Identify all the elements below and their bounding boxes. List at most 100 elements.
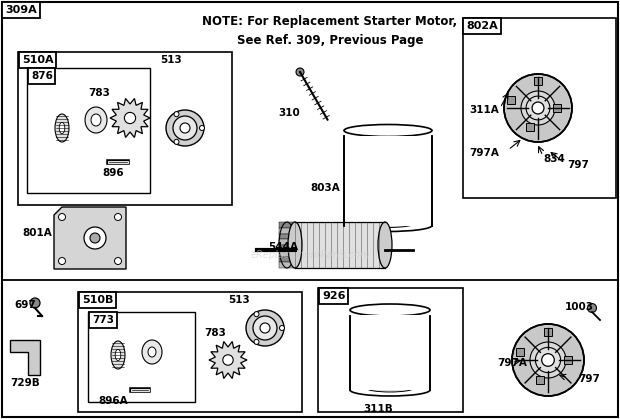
Ellipse shape [254, 312, 259, 317]
Text: 309A: 309A [5, 5, 37, 15]
Ellipse shape [280, 326, 285, 331]
Text: 311B: 311B [363, 404, 392, 414]
Ellipse shape [174, 140, 179, 145]
Ellipse shape [59, 122, 65, 134]
Ellipse shape [344, 124, 432, 137]
Ellipse shape [530, 342, 566, 378]
Ellipse shape [532, 102, 544, 114]
Bar [318, 288, 463, 412]
Text: 544A: 544A [268, 242, 298, 252]
Text: 783: 783 [88, 88, 110, 98]
Ellipse shape [246, 310, 284, 346]
Text: 797A: 797A [469, 148, 499, 158]
Polygon shape [54, 207, 126, 269]
Bar [345, 135, 431, 225]
Ellipse shape [125, 112, 136, 124]
Polygon shape [110, 98, 150, 137]
Ellipse shape [115, 214, 122, 220]
Bar [279, 222, 295, 228]
Text: 513: 513 [160, 55, 182, 65]
Ellipse shape [288, 222, 302, 268]
Bar [279, 245, 295, 251]
Ellipse shape [111, 341, 125, 369]
Ellipse shape [115, 349, 121, 361]
Ellipse shape [148, 347, 156, 357]
Ellipse shape [55, 114, 69, 142]
Ellipse shape [350, 384, 430, 396]
Ellipse shape [84, 227, 106, 249]
Ellipse shape [378, 222, 392, 268]
Bar [463, 18, 616, 198]
Bar [18, 52, 232, 205]
Text: 697: 697 [14, 300, 36, 310]
Text: 797: 797 [567, 160, 589, 170]
Bar [88, 312, 195, 402]
Ellipse shape [166, 110, 204, 146]
Ellipse shape [58, 258, 66, 264]
Bar [279, 228, 295, 233]
Text: 803A: 803A [310, 183, 340, 193]
Text: eReplacementParts.com: eReplacementParts.com [250, 250, 370, 260]
Text: 783: 783 [204, 328, 226, 338]
Bar [27, 68, 150, 193]
Ellipse shape [91, 114, 101, 126]
Bar [279, 256, 295, 262]
Ellipse shape [254, 339, 259, 344]
Text: 510A: 510A [22, 55, 53, 65]
Ellipse shape [521, 91, 555, 125]
Ellipse shape [142, 340, 162, 364]
Ellipse shape [361, 220, 414, 228]
Bar [526, 123, 534, 131]
Ellipse shape [512, 324, 584, 396]
Text: 876: 876 [31, 71, 53, 81]
Text: 896: 896 [102, 168, 123, 178]
Ellipse shape [542, 354, 554, 366]
Text: 801A: 801A [22, 228, 51, 238]
Ellipse shape [223, 355, 233, 365]
Bar [279, 239, 295, 245]
Bar [552, 104, 560, 112]
Text: 896A: 896A [98, 396, 128, 406]
Bar [78, 292, 302, 412]
Ellipse shape [344, 220, 432, 232]
Polygon shape [10, 340, 40, 375]
Ellipse shape [173, 116, 197, 140]
Bar [516, 348, 524, 356]
Ellipse shape [90, 233, 100, 243]
Ellipse shape [536, 347, 560, 372]
Text: 834: 834 [543, 154, 565, 164]
Ellipse shape [174, 111, 179, 116]
Text: 802A: 802A [466, 21, 498, 31]
Text: 797: 797 [578, 374, 600, 384]
Bar [351, 315, 429, 390]
Ellipse shape [200, 126, 205, 130]
Ellipse shape [588, 303, 596, 313]
Ellipse shape [58, 214, 66, 220]
Bar [279, 262, 295, 268]
Ellipse shape [366, 384, 414, 392]
Text: 310: 310 [278, 108, 299, 118]
Ellipse shape [260, 323, 270, 333]
Text: 797A: 797A [497, 358, 527, 368]
Ellipse shape [180, 123, 190, 133]
Bar [544, 328, 552, 336]
Bar [534, 77, 542, 85]
Bar [536, 376, 544, 384]
Bar [564, 356, 572, 364]
Text: 729B: 729B [10, 378, 40, 388]
Text: 510B: 510B [82, 295, 113, 305]
Ellipse shape [253, 316, 277, 340]
Bar [295, 222, 385, 268]
Ellipse shape [504, 74, 572, 142]
Ellipse shape [30, 298, 40, 308]
Text: 926: 926 [322, 291, 345, 301]
Ellipse shape [526, 96, 550, 120]
Text: 513: 513 [228, 295, 250, 305]
Bar [279, 251, 295, 256]
Ellipse shape [296, 68, 304, 76]
Text: NOTE: For Replacement Starter Motor,
See Ref. 309, Previous Page: NOTE: For Replacement Starter Motor, See… [203, 15, 458, 47]
Text: 773: 773 [92, 315, 114, 325]
Text: 311A: 311A [469, 105, 498, 115]
Bar [279, 233, 295, 239]
Ellipse shape [85, 107, 107, 133]
